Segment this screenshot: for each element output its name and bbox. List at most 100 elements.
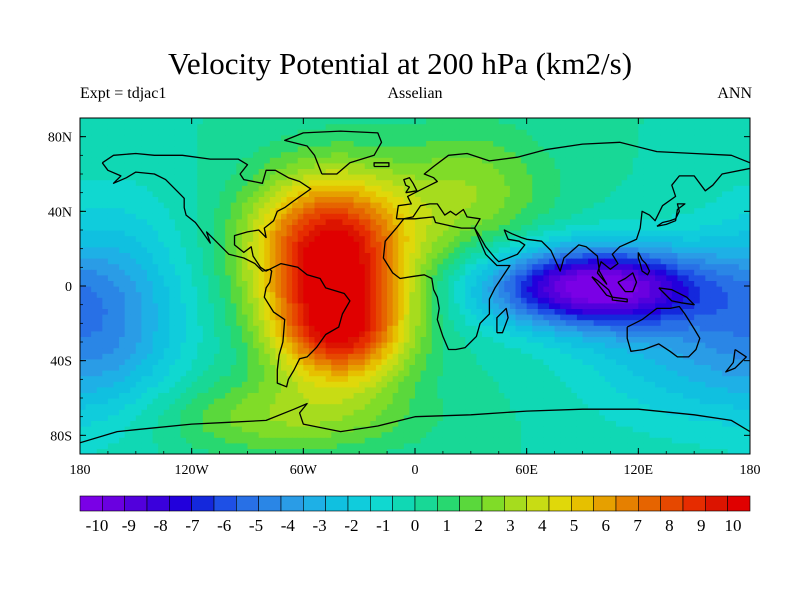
field-cell — [186, 286, 193, 293]
field-cell — [130, 246, 137, 253]
field-cell — [124, 302, 131, 309]
field-cell — [96, 146, 103, 153]
field-cell — [96, 409, 103, 416]
field-cell — [420, 342, 427, 349]
field-cell — [470, 185, 478, 192]
field-cell — [364, 358, 371, 365]
field-cell — [364, 140, 371, 147]
field-cell — [515, 218, 522, 225]
field-cell — [169, 319, 176, 326]
field-cell — [180, 381, 187, 388]
field-cell — [314, 308, 321, 315]
field-cell — [308, 230, 316, 237]
field-cell — [197, 140, 204, 147]
field-cell — [420, 409, 427, 416]
field-cell — [364, 280, 371, 287]
field-cell — [264, 151, 271, 158]
field-cell — [431, 123, 438, 130]
field-cell — [375, 274, 383, 281]
field-cell — [314, 280, 321, 287]
field-cell — [264, 420, 271, 427]
field-cell — [186, 426, 193, 433]
field-cell — [119, 297, 126, 304]
field-cell — [174, 230, 182, 237]
field-cell — [241, 381, 249, 388]
field-cell — [219, 246, 226, 253]
field-cell — [247, 336, 254, 343]
field-cell — [208, 336, 215, 343]
field-cell — [303, 330, 310, 337]
field-cell — [264, 157, 271, 164]
field-cell — [537, 431, 545, 438]
field-cell — [431, 381, 438, 388]
field-cell — [191, 358, 198, 365]
field-cell — [141, 325, 148, 332]
field-cell — [158, 140, 165, 147]
field-cell — [202, 207, 210, 214]
field-cell — [476, 213, 483, 220]
field-cell — [331, 146, 338, 153]
field-cell — [102, 218, 109, 225]
field-cell — [225, 230, 232, 237]
field-cell — [470, 291, 478, 298]
field-cell — [504, 353, 511, 360]
field-cell — [359, 118, 366, 125]
field-cell — [225, 370, 232, 377]
field-cell — [375, 319, 383, 326]
field-cell — [236, 431, 243, 438]
field-cell — [353, 409, 360, 416]
field-cell — [102, 448, 109, 454]
field-cell — [286, 409, 293, 416]
field-cell — [80, 448, 87, 454]
field-cell — [476, 353, 483, 360]
field-cell — [359, 213, 366, 220]
field-cell — [191, 269, 198, 276]
field-cell — [247, 286, 254, 293]
field-cell — [426, 442, 433, 449]
field-cell — [258, 202, 265, 209]
field-cell — [208, 123, 215, 130]
field-cell — [230, 330, 237, 337]
field-cell — [208, 414, 215, 421]
field-cell — [448, 302, 455, 309]
field-cell — [375, 140, 383, 147]
field-cell — [448, 420, 455, 427]
field-cell — [102, 146, 109, 153]
field-cell — [415, 314, 422, 321]
field-cell — [219, 386, 226, 393]
field-cell — [180, 252, 187, 259]
field-cell — [241, 280, 249, 287]
field-cell — [359, 442, 366, 449]
field-cell — [230, 196, 237, 203]
field-cell — [459, 291, 466, 298]
field-cell — [225, 409, 232, 416]
field-cell — [342, 118, 349, 125]
field-cell — [186, 218, 193, 225]
field-cell — [169, 403, 176, 410]
field-cell — [532, 370, 539, 377]
field-cell — [80, 325, 87, 332]
field-cell — [119, 174, 126, 181]
field-cell — [470, 258, 478, 265]
field-cell — [197, 123, 204, 130]
field-cell — [482, 235, 489, 242]
field-cell — [493, 342, 500, 349]
field-cell — [241, 207, 249, 214]
field-cell — [91, 347, 98, 354]
field-cell — [236, 302, 243, 309]
field-cell — [465, 302, 472, 309]
field-cell — [214, 297, 221, 304]
field-cell — [163, 431, 170, 438]
field-cell — [336, 118, 344, 125]
field-cell — [409, 168, 416, 175]
field-cell — [191, 426, 198, 433]
field-cell — [532, 123, 539, 130]
field-cell — [208, 258, 215, 265]
field-cell — [275, 403, 282, 410]
field-cell — [191, 157, 198, 164]
field-cell — [169, 426, 176, 433]
field-cell — [202, 140, 210, 147]
field-cell — [320, 168, 327, 175]
field-cell — [214, 252, 221, 259]
field-cell — [493, 246, 500, 253]
